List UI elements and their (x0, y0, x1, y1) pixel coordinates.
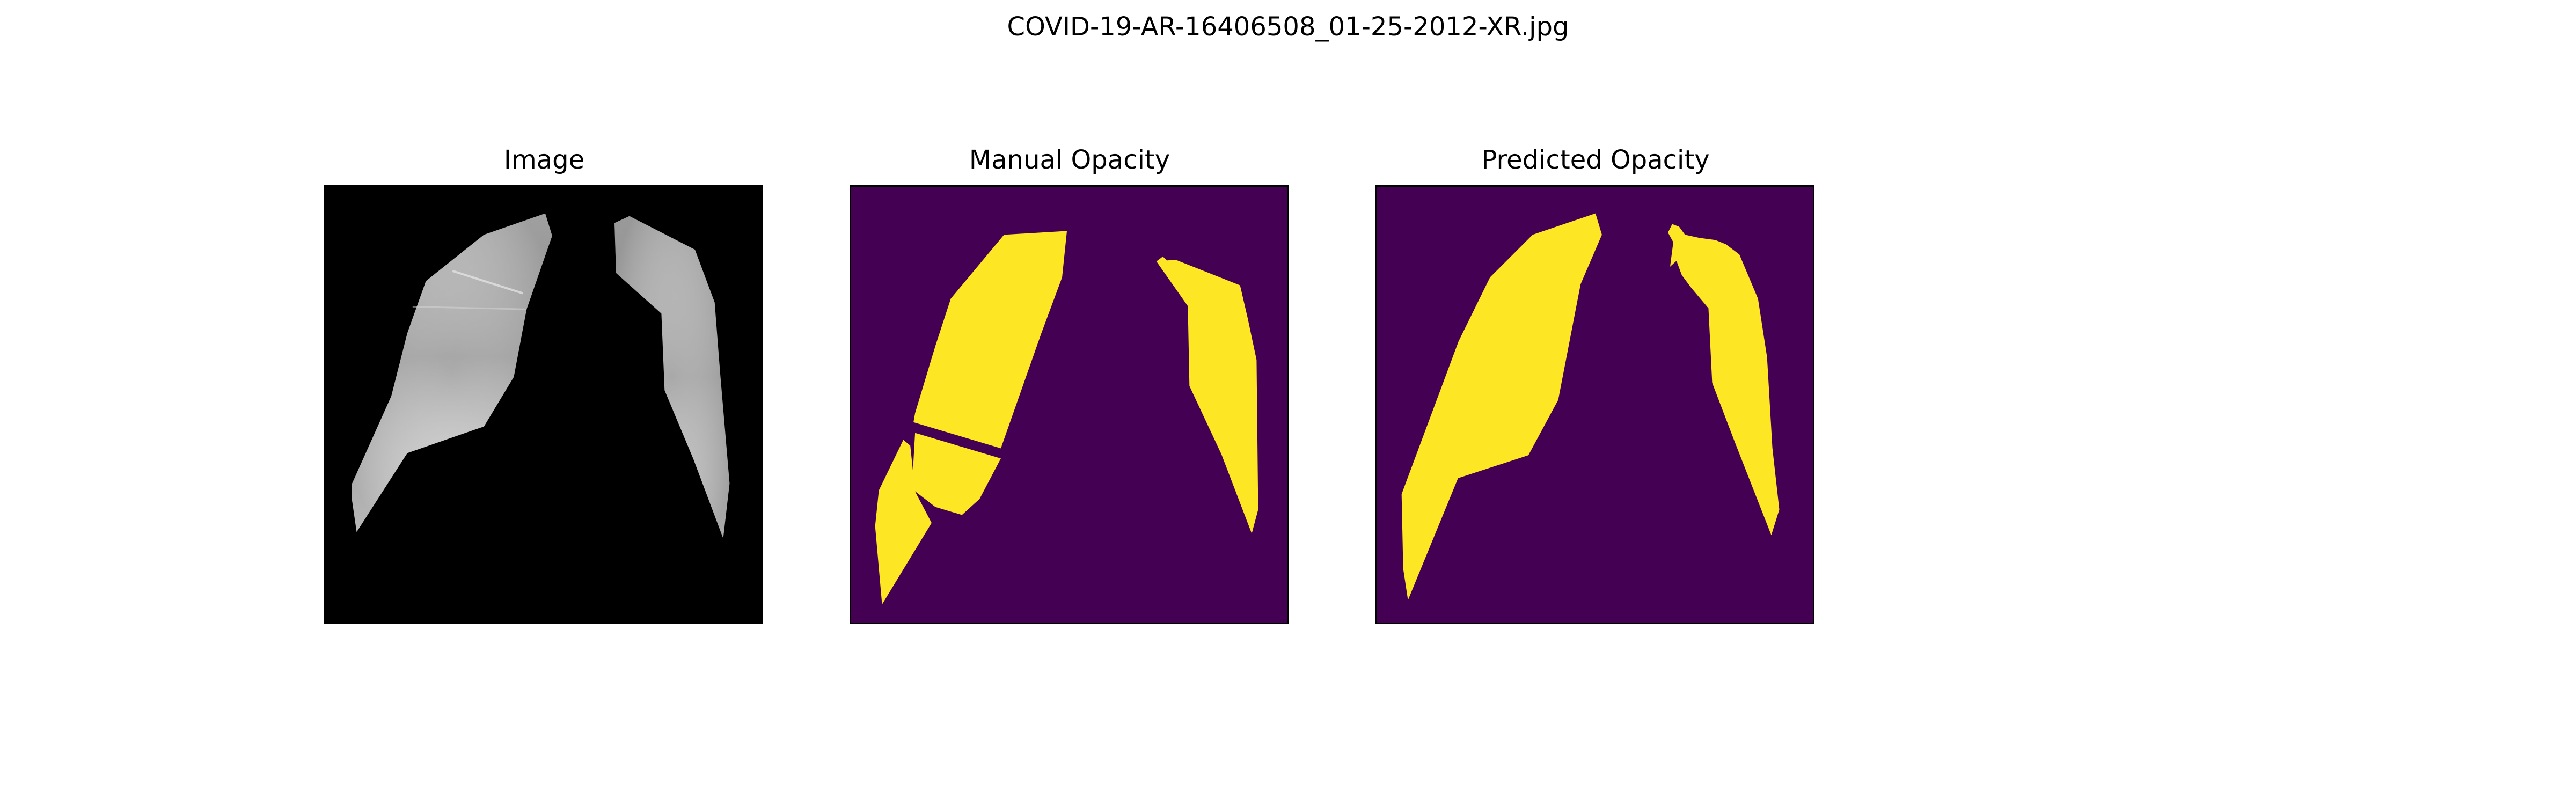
panel-title-predicted-opacity: Predicted Opacity (1481, 145, 1710, 175)
panel-title-manual-opacity: Manual Opacity (969, 145, 1170, 175)
figure-title: COVID-19-AR-16406508_01-25-2012-XR.jpg (1007, 12, 1569, 42)
predicted-mask-region (1401, 213, 1602, 601)
panel-title-image: Image (503, 145, 585, 175)
manual-opacity-panel (850, 185, 1289, 624)
manual-mask-region (1156, 259, 1258, 534)
predicted-mask-region (1667, 224, 1780, 536)
manual-mask-region (875, 440, 932, 605)
predicted-opacity-mask (1377, 187, 1813, 623)
predicted-opacity-panel (1375, 185, 1814, 624)
manual-mask-region (912, 433, 1001, 515)
manual-mask-region (913, 231, 1067, 449)
xray-image-panel (324, 185, 763, 624)
xray-image (352, 213, 730, 539)
manual-opacity-mask (851, 187, 1287, 623)
